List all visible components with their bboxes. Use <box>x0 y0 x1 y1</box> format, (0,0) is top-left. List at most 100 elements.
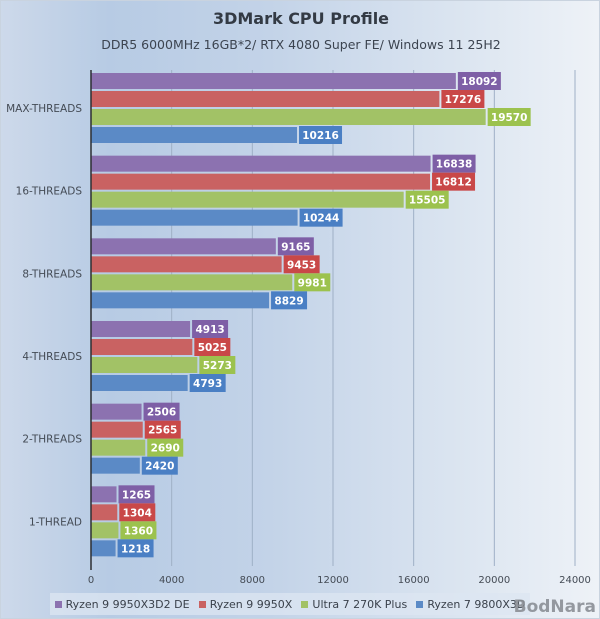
y-category-label: 16-THREADS <box>16 186 83 198</box>
legend-label: Ryzen 9 9950X3D2 DE <box>65 597 190 611</box>
bar <box>91 321 191 337</box>
data-label-box <box>120 521 157 540</box>
data-label-box <box>117 539 154 558</box>
legend-swatch <box>54 600 62 608</box>
data-label: 5273 <box>203 360 232 372</box>
data-label-box <box>189 374 226 392</box>
data-label: 4793 <box>193 378 222 390</box>
bar <box>91 109 486 125</box>
data-label: 2565 <box>148 425 177 437</box>
y-category-label: 1-THREAD <box>29 516 82 528</box>
y-category-label: 8-THREADS <box>22 268 82 280</box>
data-label-box <box>143 402 180 421</box>
bar <box>91 357 198 373</box>
bar <box>91 127 298 143</box>
data-label-box <box>487 108 531 126</box>
data-label: 1265 <box>122 489 151 501</box>
data-label: 5025 <box>198 342 227 354</box>
bar <box>91 292 270 309</box>
data-label: 10216 <box>302 130 339 142</box>
bar <box>91 339 193 355</box>
x-tick-label: 0 <box>88 575 94 586</box>
data-label-box <box>144 420 181 439</box>
data-label-box <box>277 237 314 256</box>
bar <box>91 209 298 226</box>
legend-item: Ryzen 9 9950X3D2 DE <box>54 597 190 611</box>
data-label-box <box>141 456 178 475</box>
bar <box>91 256 282 273</box>
data-label: 17276 <box>445 94 482 106</box>
data-label-box <box>283 255 320 274</box>
data-label: 16812 <box>435 177 472 189</box>
bar <box>91 504 118 521</box>
data-label-box <box>271 291 308 310</box>
legend: Ryzen 9 9950X3D2 DE Ryzen 9 9950X Ultra 7 … <box>50 593 530 615</box>
bar <box>91 375 188 391</box>
data-label: 1360 <box>124 525 153 537</box>
bar <box>91 457 140 474</box>
data-label-box <box>457 72 501 90</box>
bar <box>91 238 276 255</box>
data-label-box <box>299 208 343 227</box>
data-label-box <box>118 485 155 504</box>
data-label: 1218 <box>121 543 150 555</box>
data-label-box <box>432 154 476 173</box>
bar <box>91 274 293 291</box>
chart-subtitle: DDR5 6000MHz 16GB*2/ RTX 4080 Super FE/ … <box>101 37 501 52</box>
data-label: 10244 <box>303 213 340 225</box>
data-label-box <box>299 126 343 144</box>
data-label-box <box>441 90 485 108</box>
bar <box>91 439 146 456</box>
bar <box>91 73 456 89</box>
legend-swatch <box>416 600 424 608</box>
bar <box>91 421 143 438</box>
data-label: 2420 <box>145 461 174 473</box>
legend-label: Ultra 7 270K Plus <box>312 597 408 611</box>
x-tick-label: 16000 <box>398 575 430 586</box>
data-label: 2690 <box>151 443 180 455</box>
bar <box>91 403 142 420</box>
bar <box>91 522 119 539</box>
data-label-box <box>192 320 229 338</box>
x-tick-label: 24000 <box>559 575 591 586</box>
y-category-label: 4-THREADS <box>22 351 82 363</box>
x-tick-label: 8000 <box>240 575 265 586</box>
data-label-box <box>199 356 236 374</box>
data-label-box <box>119 503 156 522</box>
legend-item: Ryzen 9 9950X <box>198 597 293 611</box>
data-label: 15505 <box>409 195 446 207</box>
legend-label: Ryzen 7 9800X3D <box>427 597 526 611</box>
watermark-logo: BodNara <box>513 597 596 617</box>
y-category-label: MAX-THREADS <box>6 103 82 115</box>
bar <box>91 486 117 503</box>
data-label: 9165 <box>281 241 310 253</box>
legend-swatch <box>198 600 206 608</box>
data-label-box <box>432 172 476 191</box>
data-label-box <box>147 438 184 457</box>
x-tick-label: 4000 <box>159 575 184 586</box>
data-label: 18092 <box>461 76 498 88</box>
legend-item: Ryzen 7 9800X3D <box>416 598 525 611</box>
data-label-box <box>405 190 449 209</box>
data-label-box <box>294 273 331 292</box>
data-label: 19570 <box>491 112 528 124</box>
bar <box>91 191 404 208</box>
y-category-label: 2-THREADS <box>22 434 82 446</box>
chart-title: 3DMark CPU Profile <box>212 9 390 28</box>
data-label: 2506 <box>147 407 176 419</box>
x-tick-label: 20000 <box>478 575 510 586</box>
bar <box>91 540 116 557</box>
data-label: 9453 <box>287 259 316 271</box>
legend-swatch <box>301 600 309 608</box>
data-label: 8829 <box>274 295 303 307</box>
legend-label: Ryzen 9 9950X <box>209 597 293 611</box>
x-tick-label: 12000 <box>317 575 349 586</box>
bar <box>91 155 431 172</box>
bar <box>91 91 440 107</box>
data-label: 16838 <box>436 159 473 171</box>
bar <box>91 173 431 190</box>
data-label-box <box>194 338 231 356</box>
data-label: 4913 <box>195 324 224 336</box>
data-label: 9981 <box>298 277 327 289</box>
